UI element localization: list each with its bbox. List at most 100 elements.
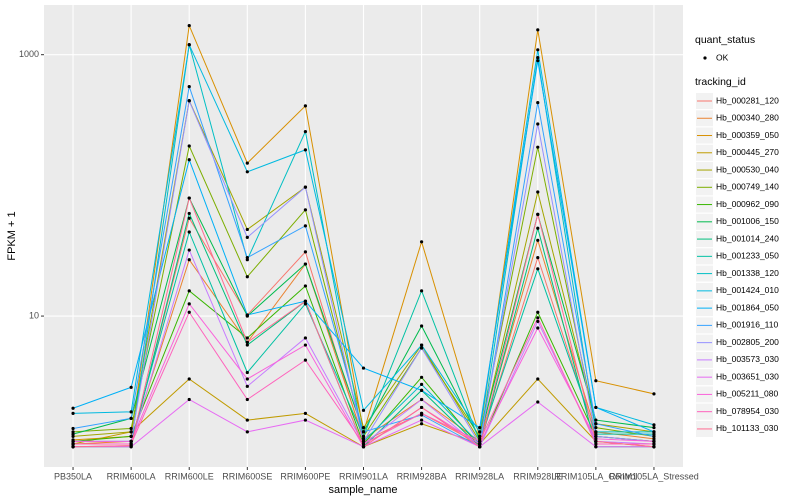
data-point [536,122,540,126]
data-point [536,238,540,242]
data-point [478,445,482,449]
y-axis-title: FPKM + 1 [6,211,18,260]
data-point [129,385,133,389]
data-point [652,432,656,436]
data-point [594,437,598,441]
data-point [594,418,598,422]
y-tick-label: 1000 [19,49,39,59]
data-point [187,216,191,220]
data-point [303,336,308,340]
data-point [245,370,249,375]
data-point [419,346,424,350]
legend-label: Hb_000340_280 [716,113,779,123]
data-point [245,343,249,347]
data-point [245,161,249,165]
data-point [129,416,133,420]
data-point [303,250,308,254]
data-point [536,400,540,404]
x-tick-label: RRIM600LE [165,471,214,481]
data-point [419,289,424,293]
data-point [419,422,424,426]
data-point [536,100,540,105]
points [71,23,656,449]
data-point [419,343,424,347]
data-point [419,388,424,392]
data-point [187,23,191,28]
grid [44,5,683,467]
data-point [652,434,656,439]
data-point [478,434,482,439]
data-point [594,445,598,449]
data-point [536,310,540,314]
data-point [245,256,249,260]
data-point [652,430,656,434]
data-point [303,343,308,347]
legend-label: Hb_001864_050 [716,302,779,312]
data-point [71,411,75,415]
data-point [187,258,191,262]
data-point [536,28,540,32]
data-point [71,426,75,431]
data-point [303,129,308,134]
data-point [361,442,366,446]
legend-label: Hb_001338_120 [716,268,779,278]
legend-point [703,56,707,60]
data-point [536,48,540,52]
data-point [536,56,540,60]
data-point [419,324,424,328]
data-point [536,316,540,320]
data-point [245,340,249,344]
data-point [594,434,598,439]
x-axis-title: sample_name [328,484,397,496]
data-point [303,148,308,152]
data-point [245,377,249,381]
legend-label: Hb_001006_150 [716,216,779,226]
y-tick-label: 10 [29,310,39,320]
legend-label: Hb_001014_240 [716,233,779,243]
data-point [536,212,540,216]
data-point [478,439,482,443]
data-point [594,430,598,434]
data-point [419,397,424,402]
data-point [71,430,75,434]
legend-label: Hb_000359_050 [716,130,779,140]
data-point [361,426,366,430]
data-point [419,418,424,422]
x-tick-label: RRIM600PE [280,471,330,481]
data-point [652,442,656,446]
data-point [361,445,366,449]
data-point [187,230,191,234]
data-point [361,434,366,439]
data-point [187,377,191,381]
data-point [361,430,366,434]
x-tick-label: PB350LA [54,471,92,481]
legend-label: Hb_000281_120 [716,95,779,105]
data-point [303,185,308,189]
data-point [245,418,249,422]
data-point [187,158,191,162]
data-point [303,302,308,306]
data-point [245,430,249,434]
x-tick-label: RRIM928BA [397,471,447,481]
data-point [187,196,191,200]
data-point [361,437,366,441]
data-point [245,170,249,174]
data-point [303,284,308,288]
legend-label: Hb_101133_030 [716,423,779,433]
data-point [536,267,540,271]
x-tick-label: RRIM600LA [107,471,156,481]
legend-label: Hb_001233_050 [716,251,779,261]
data-point [419,411,424,415]
data-point [129,430,133,434]
data-point [536,319,540,324]
data-point [594,426,598,430]
x-tick-label: RRIM928LE [513,471,562,481]
data-point [71,432,75,436]
data-point [187,310,191,314]
data-point [245,336,249,340]
data-point [536,190,540,194]
data-point [187,248,191,252]
data-point [419,405,424,410]
x-tick-label: RRIM105LA_Stressed [609,471,699,481]
